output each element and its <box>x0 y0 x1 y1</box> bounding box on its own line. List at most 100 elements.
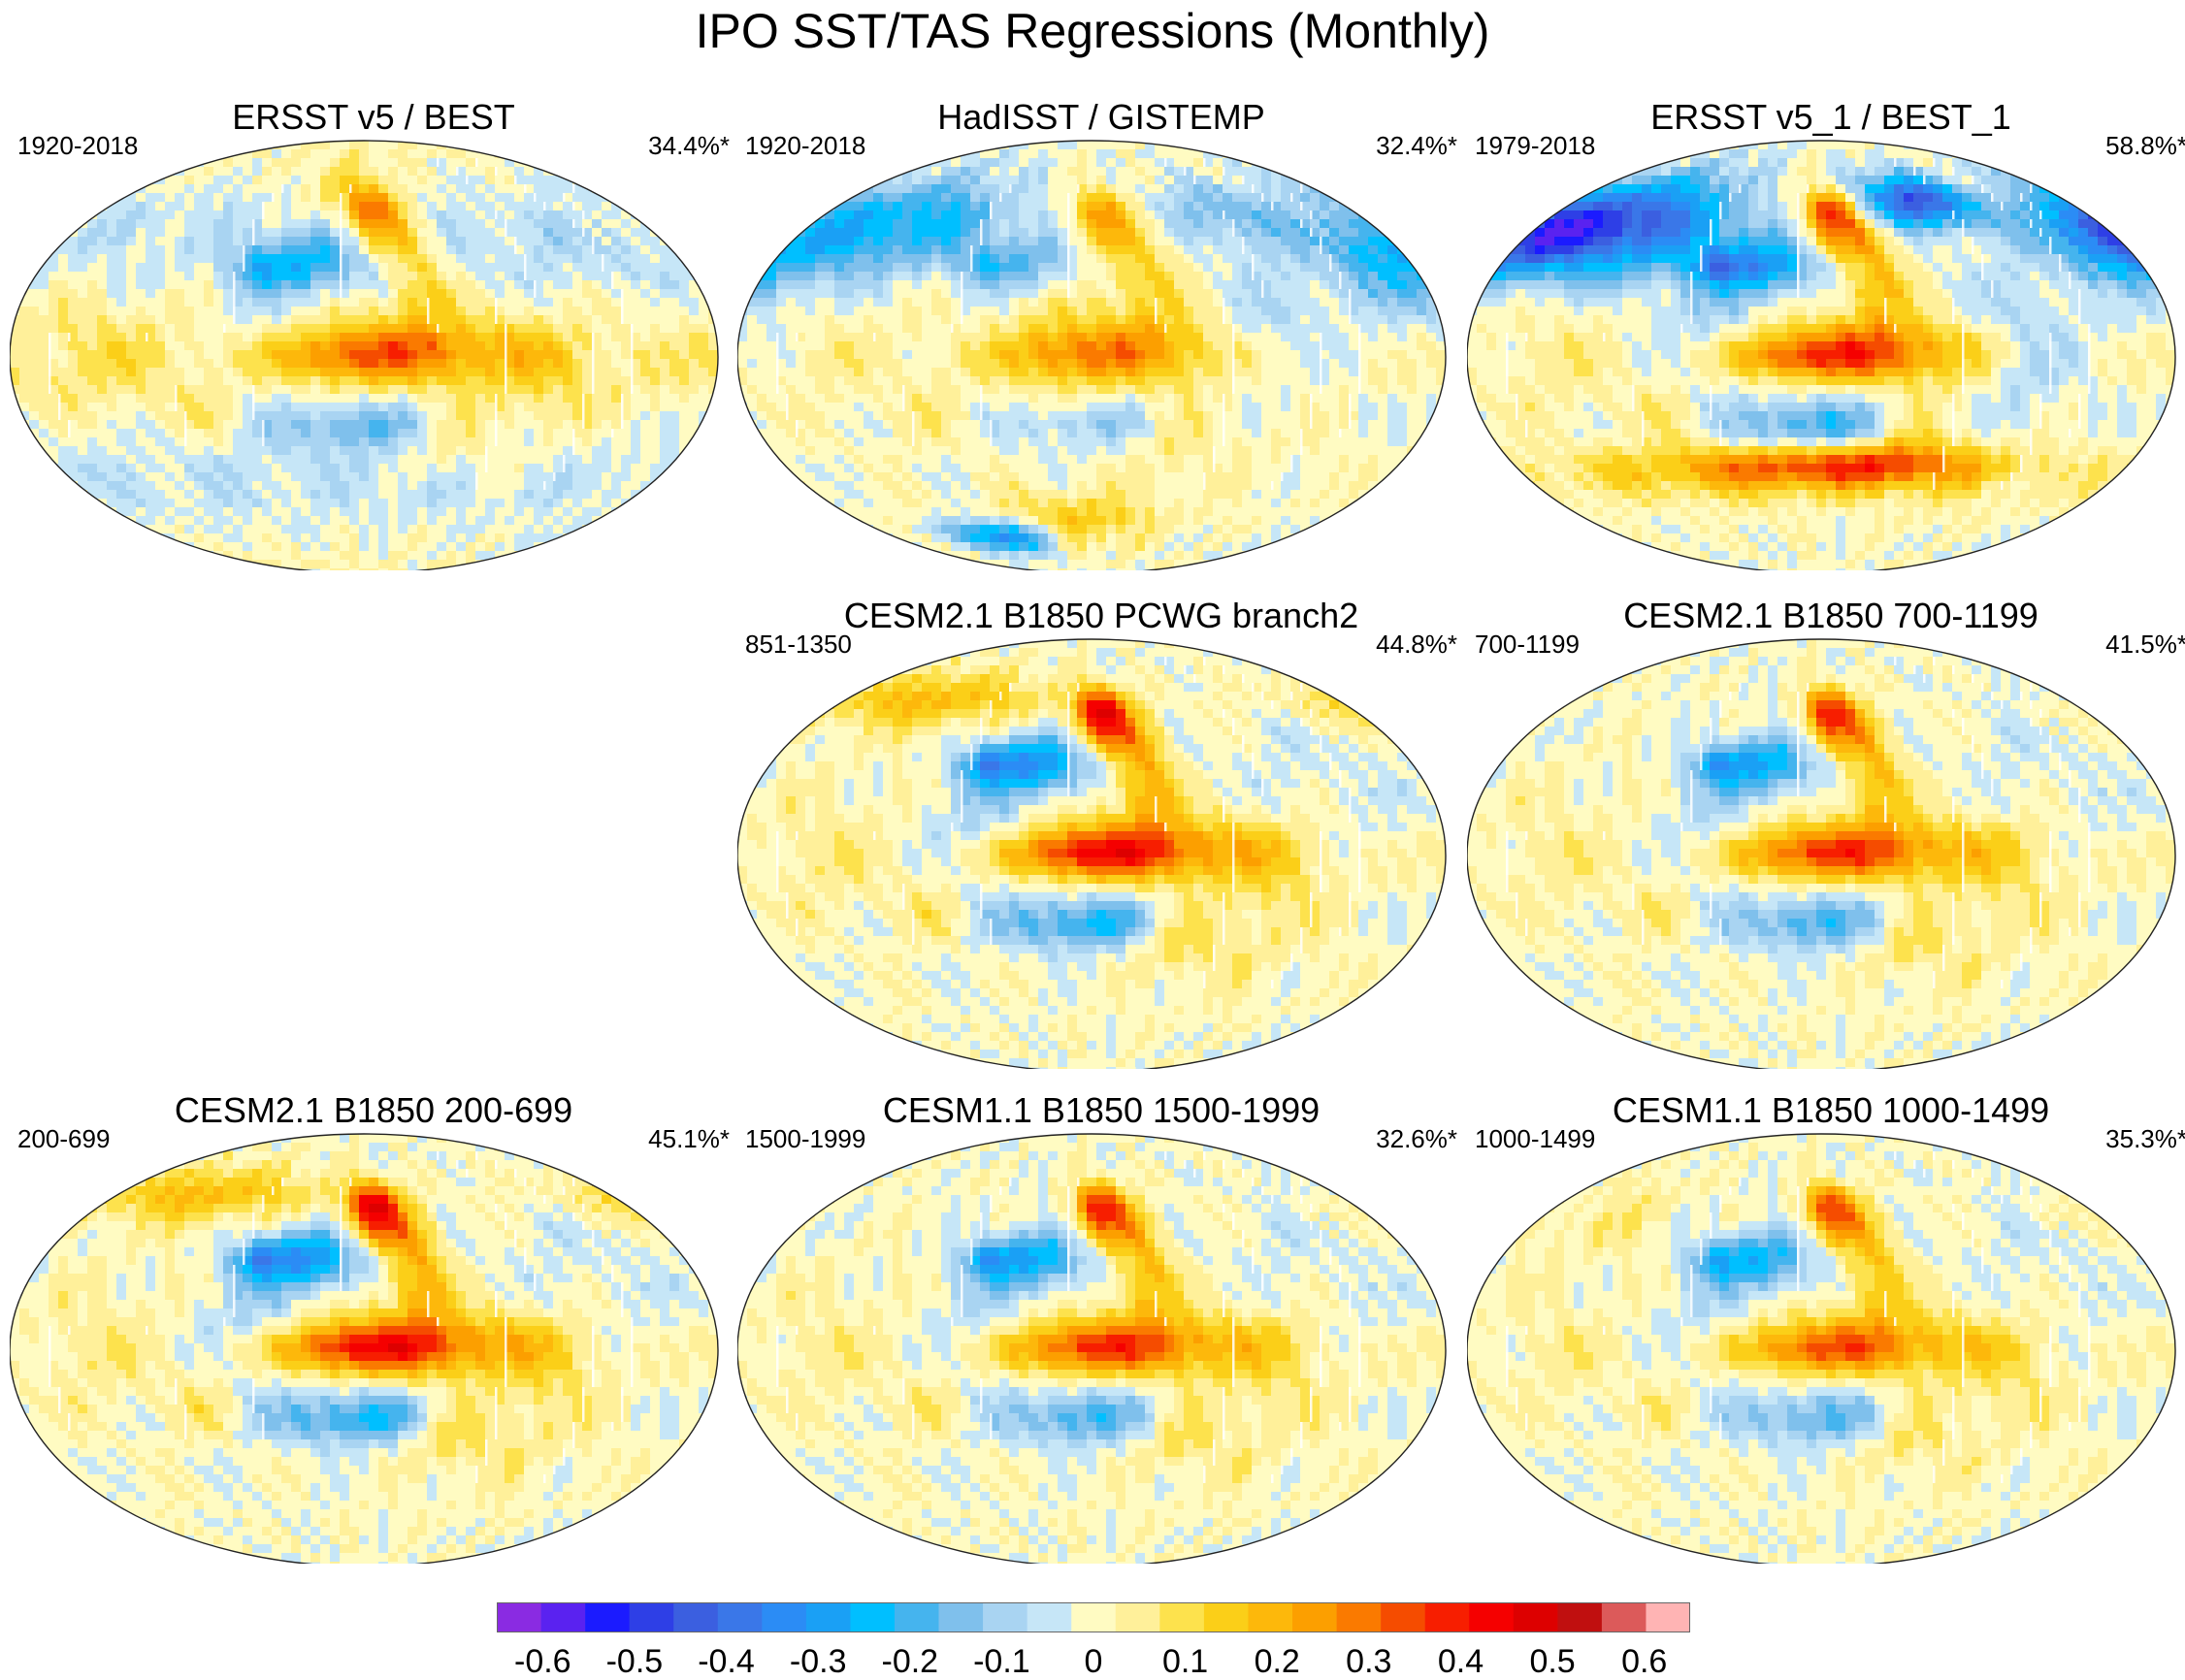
map-cell <box>262 490 273 500</box>
map-cell <box>1290 368 1301 377</box>
map-cell <box>766 263 777 273</box>
map-cell <box>1271 315 1282 325</box>
map-cell <box>1358 228 1369 238</box>
map-cell <box>1028 158 1039 168</box>
map-cell <box>378 542 389 552</box>
map-cell <box>1252 167 1262 177</box>
map-cell <box>408 437 418 447</box>
map-cell <box>408 411 418 421</box>
map-cell <box>553 481 564 491</box>
map-cell <box>834 263 845 273</box>
map-cell <box>446 481 457 491</box>
map-cell <box>1378 307 1388 316</box>
map-cell <box>699 307 709 316</box>
map-cell <box>446 333 457 342</box>
map-cell <box>1184 385 1194 395</box>
map-cell <box>427 385 438 395</box>
map-cell <box>1116 149 1126 159</box>
map-cell <box>310 368 321 377</box>
map-cell <box>902 315 913 325</box>
map-cell <box>660 341 670 351</box>
map-cell <box>543 315 554 325</box>
map-cell <box>505 315 515 325</box>
map-cell <box>194 533 205 543</box>
map-cell <box>204 411 214 421</box>
map-cell <box>534 507 544 517</box>
map-cell <box>213 472 224 482</box>
map-cell <box>388 420 399 430</box>
map-cell <box>951 272 962 281</box>
map-cell <box>621 350 632 360</box>
map-cell <box>1320 368 1330 377</box>
map-cell <box>213 167 224 177</box>
map-cell <box>757 341 767 351</box>
map-cell <box>553 507 564 517</box>
map-cell <box>1019 210 1029 220</box>
map-cell <box>233 272 244 281</box>
map-cell <box>223 464 234 473</box>
map-cell <box>340 481 350 491</box>
map-cell <box>1300 184 1311 194</box>
map-cell <box>1358 376 1369 386</box>
map-cell <box>1261 245 1272 255</box>
map-cell <box>1290 272 1301 281</box>
coastline <box>572 202 575 210</box>
map-cell <box>1174 254 1185 264</box>
map-cell <box>1252 193 1262 203</box>
map-cell <box>68 490 79 500</box>
map-cell <box>825 289 835 299</box>
map-cell <box>902 272 913 281</box>
map-cell <box>126 359 137 369</box>
map-cell <box>417 245 428 255</box>
map-cell <box>1067 280 1078 290</box>
map-cell <box>1077 385 1088 395</box>
map-cell <box>1096 385 1107 395</box>
map-cell <box>660 315 670 325</box>
map-cell <box>1184 307 1194 316</box>
map-cell <box>466 149 476 159</box>
map-cell <box>97 245 108 255</box>
map-cell <box>999 298 1010 307</box>
map-cell <box>466 464 476 473</box>
map-cell <box>369 472 379 482</box>
map-cell <box>49 359 59 369</box>
map-cell <box>388 429 399 438</box>
coastline <box>340 280 342 289</box>
map-cell <box>951 184 962 194</box>
map-cell <box>49 307 59 316</box>
map-cell <box>252 210 263 220</box>
map-cell <box>243 149 253 159</box>
map-cell <box>1038 254 1049 264</box>
map-cell <box>1242 315 1253 325</box>
map-cell <box>650 385 661 395</box>
map-cell <box>49 403 59 412</box>
map-cell <box>1145 289 1156 299</box>
coastline <box>602 254 604 263</box>
map-cell <box>175 324 185 334</box>
map-cell <box>58 263 69 273</box>
map-cell <box>388 516 399 526</box>
map-cell <box>262 437 273 447</box>
map-cell <box>437 490 447 500</box>
map-cell <box>514 403 525 412</box>
map-cell <box>708 385 718 395</box>
map-cell <box>1009 149 1020 159</box>
map-cell <box>136 263 147 273</box>
map-cell <box>68 350 79 360</box>
map-cell <box>272 141 282 150</box>
map-cell <box>165 507 176 517</box>
map-cell <box>543 245 554 255</box>
map-cell <box>524 385 535 395</box>
map-cell <box>349 385 360 395</box>
map-cell <box>970 298 981 307</box>
map-cell <box>223 184 234 194</box>
map-cell <box>611 193 622 203</box>
coastline <box>437 158 440 167</box>
map-cell <box>213 516 224 526</box>
map-cell <box>1407 333 1418 342</box>
map-cell <box>369 280 379 290</box>
map-cell <box>524 481 535 491</box>
map-cell <box>485 167 496 177</box>
map-cell <box>320 245 331 255</box>
map-cell <box>602 376 612 386</box>
